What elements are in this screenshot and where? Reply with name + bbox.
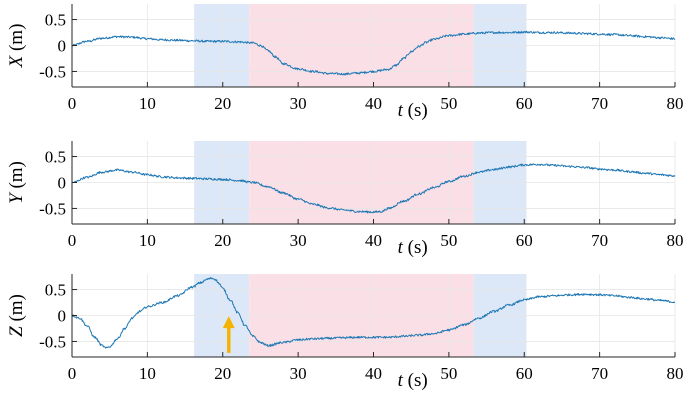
- panel-z: 0 10 20 30 40 50 60 70 80-0.500.5Z (m)t (s): [6, 274, 684, 391]
- x-tick-label: 10: [139, 364, 156, 383]
- x-tick-label: 50: [440, 231, 457, 250]
- panel-x: 0 10 20 30 40 50 60 70 80-0.500.5X (m)t (s): [6, 4, 684, 121]
- x-tick-label: 0: [68, 364, 77, 383]
- x-tick-label: 20: [214, 364, 231, 383]
- y-tick-label: 0: [58, 307, 67, 326]
- y-tick-label: 0: [58, 174, 67, 193]
- series-line-y: [71, 163, 676, 214]
- x-tick-label: 10: [139, 94, 156, 113]
- y-tick-label: -0.5: [39, 332, 66, 351]
- y-axis-label: X (m): [6, 24, 27, 69]
- x-tick-label: 50: [440, 364, 457, 383]
- x-tick-label: 30: [290, 94, 307, 113]
- y-axis-label: Y (m): [6, 161, 27, 204]
- x-tick-label: 10: [139, 231, 156, 250]
- series-line-x: [71, 30, 676, 76]
- x-tick-label: 0: [68, 231, 77, 250]
- x-tick-label: 80: [667, 231, 684, 250]
- x-tick-label: 40: [365, 94, 382, 113]
- y-tick-label: 0.5: [45, 11, 66, 30]
- x-axis-label: t (s): [398, 370, 428, 391]
- x-tick-label: 40: [365, 364, 382, 383]
- x-tick-label: 60: [516, 94, 533, 113]
- panel-y: 0 10 20 30 40 50 60 70 80-0.500.5Y (m)t (s): [6, 141, 684, 258]
- x-tick-label: 20: [214, 231, 231, 250]
- x-tick-label: 0: [68, 94, 77, 113]
- x-tick-label: 60: [516, 364, 533, 383]
- x-tick-label: 70: [591, 94, 608, 113]
- x-tick-label: 80: [667, 364, 684, 383]
- x-tick-label: 50: [440, 94, 457, 113]
- series-line-z: [71, 276, 676, 349]
- y-tick-label: 0.5: [45, 148, 66, 167]
- arrow-head: [222, 316, 235, 329]
- x-tick-label: 70: [591, 231, 608, 250]
- x-tick-label: 80: [667, 94, 684, 113]
- y-tick-label: 0: [58, 37, 67, 56]
- y-tick-label: 0.5: [45, 281, 66, 300]
- x-axis-label: t (s): [398, 237, 428, 258]
- y-tick-label: -0.5: [39, 62, 66, 81]
- y-tick-label: -0.5: [39, 199, 66, 218]
- annotation-arrow: [222, 316, 235, 353]
- x-tick-label: 60: [516, 231, 533, 250]
- x-tick-label: 40: [365, 231, 382, 250]
- x-tick-label: 70: [591, 364, 608, 383]
- x-tick-label: 30: [290, 231, 307, 250]
- y-axis-label: Z (m): [6, 294, 27, 337]
- x-tick-label: 20: [214, 94, 231, 113]
- x-tick-label: 30: [290, 364, 307, 383]
- x-axis-label: t (s): [398, 100, 428, 121]
